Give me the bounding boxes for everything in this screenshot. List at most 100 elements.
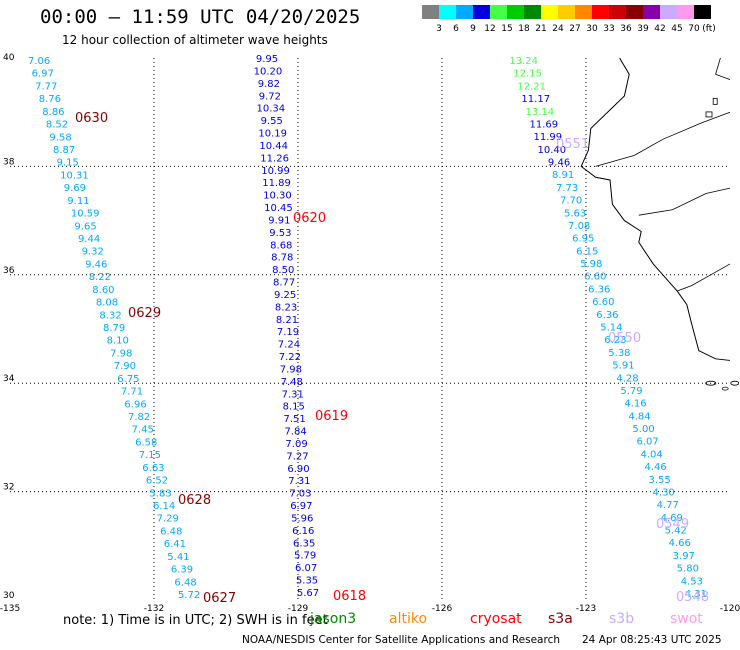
wave-height-value: 7.70 <box>560 196 582 207</box>
wave-height-value: 6.97 <box>32 69 54 80</box>
lat-label: 30 <box>3 591 15 601</box>
colorbar-tick-label: 30 <box>586 24 598 34</box>
wave-height-value: 7.08 <box>568 221 590 232</box>
wave-height-value: 8.77 <box>273 278 295 289</box>
pass-number-label: 0627 <box>203 591 236 606</box>
lat-label: 36 <box>3 266 15 276</box>
wave-height-value: 4.28 <box>616 373 638 384</box>
wave-height-value: 7.73 <box>556 183 578 194</box>
satellite-legend-item: s3a <box>548 611 573 627</box>
colorbar-tick-label: 9 <box>470 24 476 34</box>
wave-height-value: 10.44 <box>259 141 288 152</box>
wave-height-value: 10.34 <box>256 104 285 115</box>
wave-height-value: 9.82 <box>258 79 280 90</box>
colorbar-tick-label: 36 <box>620 24 632 34</box>
wave-height-value: 7.82 <box>128 412 150 423</box>
pass-number-label: 0630 <box>75 111 108 126</box>
lon-label: -120 <box>720 604 740 614</box>
colorbar-swatch <box>439 5 456 19</box>
wave-height-value: 11.99 <box>534 132 563 143</box>
wave-height-value: 6.75 <box>117 374 139 385</box>
colorbar-tick-label: 39 <box>637 24 649 34</box>
wave-height-value: 13.24 <box>509 56 538 67</box>
colorbar-swatch <box>507 5 524 19</box>
wave-height-value: 9.69 <box>64 183 86 194</box>
lon-label: -129 <box>288 604 309 614</box>
wave-height-value: 8.86 <box>42 107 64 118</box>
colorbar-swatch <box>660 5 677 19</box>
wave-height-value: 6.60 <box>584 272 606 283</box>
wave-height-value: 7.15 <box>139 450 161 461</box>
wave-height-value: 9.11 <box>67 196 89 207</box>
wave-height-value: 10.45 <box>264 203 293 214</box>
wave-height-value: 7.90 <box>114 361 136 372</box>
colorbar-tick-label: 45 <box>671 24 682 34</box>
colorbar-tick-label: 3 <box>436 24 442 34</box>
wave-height-value: 6.15 <box>576 246 598 257</box>
pass-number-label: 0548 <box>676 590 709 605</box>
wave-height-value: 4.31 <box>685 589 707 600</box>
wave-height-value: 4.04 <box>640 449 662 460</box>
wave-height-value: 8.23 <box>275 302 297 313</box>
land-boundary <box>715 57 731 81</box>
wave-height-value: 11.17 <box>521 94 550 105</box>
wave-height-value: 8.79 <box>103 323 125 334</box>
wave-height-value: 7.77 <box>35 81 57 92</box>
wave-height-value: 4.84 <box>628 411 650 422</box>
wave-height-value: 9.46 <box>85 259 107 270</box>
footnote: note: 1) Time is in UTC; 2) SWH is in fe… <box>63 613 328 628</box>
wave-height-value: 10.30 <box>263 191 292 202</box>
wave-height-value: 9.46 <box>548 158 570 169</box>
wave-height-value: 5.35 <box>296 576 318 587</box>
wave-height-value: 4.69 <box>661 513 683 524</box>
wave-height-value: 8.76 <box>39 94 61 105</box>
wave-height-value: 10.99 <box>261 166 290 177</box>
wave-height-value: 8.50 <box>272 265 294 276</box>
wave-height-value: 4.46 <box>644 462 666 473</box>
pass-number-label: 0620 <box>293 211 326 226</box>
wave-height-value: 7.03 <box>289 489 311 500</box>
colorbar-swatch <box>643 5 660 19</box>
colorbar-swatch <box>677 5 694 19</box>
wave-height-value: 10.31 <box>60 170 89 181</box>
colorbar-tick-label: 33 <box>603 24 614 34</box>
pass-number-label: 0551 <box>556 137 589 152</box>
wave-height-value: 5.41 <box>167 552 189 563</box>
lat-label: 34 <box>3 374 15 384</box>
satellite-legend-item: altiko <box>389 611 428 627</box>
pass-number-label: 0550 <box>608 331 641 346</box>
credit-line: NOAA/NESDIS Center for Satellite Applica… <box>242 634 560 646</box>
wave-height-value: 9.91 <box>268 215 290 226</box>
coastline <box>580 57 731 361</box>
wave-height-value: 10.20 <box>254 66 283 77</box>
wave-height-value: 7.51 <box>284 414 306 425</box>
wave-height-value: 9.53 <box>269 228 291 239</box>
lon-label: -135 <box>0 604 20 614</box>
colorbar-swatch <box>473 5 490 19</box>
wave-height-value: 3.55 <box>649 475 671 486</box>
wave-height-value: 7.09 <box>285 439 307 450</box>
wave-height-value: 5.80 <box>677 564 699 575</box>
wave-height-value: 6.36 <box>588 284 610 295</box>
wave-height-value: 8.32 <box>99 310 121 321</box>
pass-number-label: 0619 <box>315 409 348 424</box>
wave-height-value: 5.14 <box>600 323 622 334</box>
colorbar-tick-label: 42 <box>654 24 665 34</box>
colorbar-swatch <box>456 5 473 19</box>
wave-height-value: 10.59 <box>71 209 100 220</box>
colorbar-unit: (ft) <box>702 24 716 34</box>
pass-number-label: 0629 <box>128 306 161 321</box>
island <box>721 386 729 391</box>
wave-height-value: 6.35 <box>293 538 315 549</box>
colorbar-tick-label: 12 <box>484 24 495 34</box>
lat-label: 38 <box>3 157 15 167</box>
wave-height-value: 4.30 <box>653 487 675 498</box>
wave-height-value: 5.98 <box>580 259 602 270</box>
wave-height-value: 12.21 <box>517 81 546 92</box>
wave-height-value: 9.25 <box>274 290 296 301</box>
wave-height-value: 11.89 <box>262 178 291 189</box>
wave-height-value: 7.27 <box>286 451 308 462</box>
wave-height-value: 6.95 <box>572 234 594 245</box>
wave-height-value: 8.60 <box>92 285 114 296</box>
wave-height-value: 11.26 <box>260 153 289 164</box>
